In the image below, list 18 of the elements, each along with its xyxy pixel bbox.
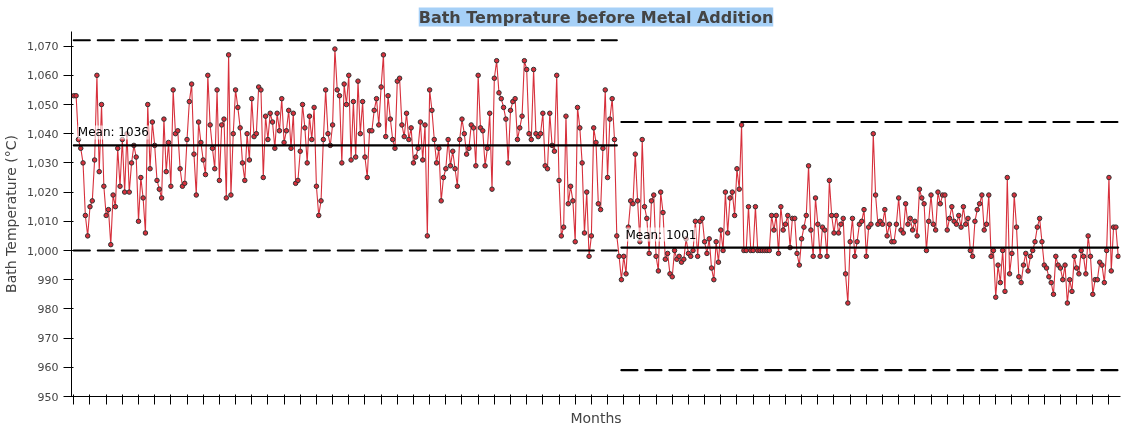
y-axis-title: Bath Temperature (°C)	[3, 135, 20, 293]
x-axis-title: Months	[570, 409, 622, 426]
y-tick-label: 1,000	[27, 244, 59, 258]
y-tick-label: 980	[37, 302, 59, 316]
y-tick-label: 1,060	[27, 69, 59, 83]
legend-label: Mean: 1036	[77, 125, 149, 140]
series-label: Mean: 1001	[625, 227, 697, 242]
chart-title: Bath Temprature before Metal Addition	[418, 7, 774, 27]
y-tick-label: 990	[37, 273, 59, 287]
y-tick-label: 1,070	[27, 40, 59, 54]
y-tick-label: 1,040	[27, 127, 59, 141]
y-tick-label: 1,020	[27, 186, 59, 200]
y-tick-label: 960	[37, 361, 59, 375]
y-tick-label: 970	[37, 332, 59, 346]
y-tick-label: 1,050	[27, 98, 59, 112]
y-tick-label: 1,030	[27, 156, 59, 170]
y-tick-label: 950	[37, 390, 59, 404]
y-tick-label: 1,010	[27, 215, 59, 229]
